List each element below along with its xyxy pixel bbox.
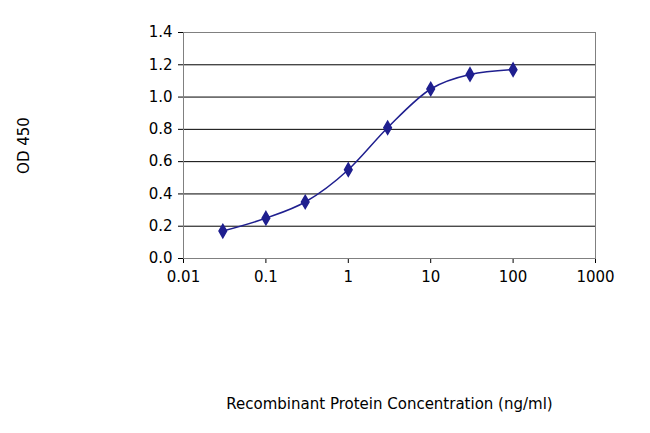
svg-text:0.2: 0.2 <box>149 217 173 235</box>
svg-text:100: 100 <box>499 268 528 286</box>
svg-text:0.6: 0.6 <box>149 152 173 170</box>
svg-text:0.1: 0.1 <box>254 268 278 286</box>
svg-text:1.4: 1.4 <box>149 23 173 41</box>
svg-text:1.2: 1.2 <box>149 56 173 74</box>
svg-text:Recombinant Protein Concentrat: Recombinant Protein Concentration (ng/ml… <box>226 395 552 413</box>
svg-text:0.01: 0.01 <box>167 268 200 286</box>
svg-text:0.0: 0.0 <box>149 249 173 267</box>
svg-text:1.0: 1.0 <box>149 88 173 106</box>
svg-text:10: 10 <box>421 268 440 286</box>
svg-text:1000: 1000 <box>576 268 614 286</box>
svg-text:OD 450: OD 450 <box>15 117 33 174</box>
svg-text:1: 1 <box>344 268 354 286</box>
svg-text:0.8: 0.8 <box>149 120 173 138</box>
svg-text:0.4: 0.4 <box>149 185 173 203</box>
